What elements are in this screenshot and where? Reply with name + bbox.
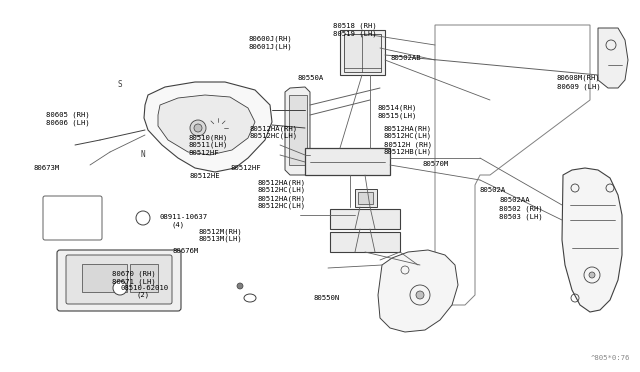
Polygon shape <box>158 95 255 155</box>
Text: 80673M: 80673M <box>33 165 60 171</box>
Text: 80518 (RH): 80518 (RH) <box>333 22 376 29</box>
Text: 80512HF: 80512HF <box>230 165 261 171</box>
Text: 80513M(LH): 80513M(LH) <box>198 235 242 242</box>
Text: ^805*0:76: ^805*0:76 <box>591 355 630 361</box>
Polygon shape <box>378 250 458 332</box>
Text: 80512H (RH): 80512H (RH) <box>384 141 432 148</box>
Text: 80512HA(RH): 80512HA(RH) <box>258 179 306 186</box>
Text: S: S <box>118 80 122 89</box>
Text: 80512HA(RH): 80512HA(RH) <box>258 195 306 202</box>
Polygon shape <box>598 28 628 88</box>
Bar <box>344 34 381 72</box>
Text: 80502 (RH): 80502 (RH) <box>499 205 543 212</box>
Text: 80671 (LH): 80671 (LH) <box>112 278 156 285</box>
Text: 80550A: 80550A <box>298 75 324 81</box>
Polygon shape <box>285 87 310 175</box>
Text: 80605 (RH): 80605 (RH) <box>46 111 90 118</box>
Polygon shape <box>562 168 622 312</box>
Text: 80676M: 80676M <box>173 248 199 254</box>
Text: 80512HC(LH): 80512HC(LH) <box>258 186 306 193</box>
Bar <box>130 264 158 292</box>
Text: 80519 (LH): 80519 (LH) <box>333 30 376 37</box>
Text: 80512HE: 80512HE <box>189 173 220 179</box>
Circle shape <box>589 272 595 278</box>
Circle shape <box>190 120 206 136</box>
Text: 80512HF: 80512HF <box>189 150 220 155</box>
Text: 80512HC(LH): 80512HC(LH) <box>250 133 298 140</box>
Text: 80512HB(LH): 80512HB(LH) <box>384 148 432 155</box>
Bar <box>289 95 307 165</box>
Text: (4): (4) <box>172 221 185 228</box>
Text: 80502A: 80502A <box>480 187 506 193</box>
Circle shape <box>237 283 243 289</box>
Text: N: N <box>141 150 145 158</box>
Text: 80570M: 80570M <box>422 161 449 167</box>
FancyBboxPatch shape <box>57 250 181 311</box>
Bar <box>330 209 400 229</box>
Circle shape <box>136 211 150 225</box>
Bar <box>358 192 373 204</box>
Circle shape <box>113 281 127 295</box>
Text: 80601J(LH): 80601J(LH) <box>248 44 292 51</box>
Bar <box>305 148 390 175</box>
Bar <box>340 30 385 75</box>
Circle shape <box>416 291 424 299</box>
Polygon shape <box>144 82 272 172</box>
Text: (2): (2) <box>136 292 150 298</box>
Circle shape <box>194 124 202 132</box>
Bar <box>82 264 127 292</box>
Bar <box>355 189 377 207</box>
FancyBboxPatch shape <box>66 255 172 304</box>
Text: 08510-62010: 08510-62010 <box>120 285 168 291</box>
Bar <box>330 232 400 252</box>
Text: 80503 (LH): 80503 (LH) <box>499 213 543 220</box>
Text: 80515(LH): 80515(LH) <box>378 113 417 119</box>
Text: 80512HC(LH): 80512HC(LH) <box>258 202 306 209</box>
Text: 80502AA: 80502AA <box>499 197 530 203</box>
Text: 80512HA(RH): 80512HA(RH) <box>250 125 298 132</box>
Text: 80512HA(RH): 80512HA(RH) <box>384 125 432 132</box>
Text: 80502AB: 80502AB <box>390 55 421 61</box>
Text: 80511(LH): 80511(LH) <box>189 142 228 148</box>
Text: 80606 (LH): 80606 (LH) <box>46 119 90 126</box>
Text: 80670 (RH): 80670 (RH) <box>112 270 156 277</box>
Text: 80514(RH): 80514(RH) <box>378 105 417 111</box>
Text: 80510(RH): 80510(RH) <box>189 134 228 141</box>
Text: 80608M(RH): 80608M(RH) <box>557 75 600 81</box>
Text: 80600J(RH): 80600J(RH) <box>248 36 292 42</box>
Text: 80550N: 80550N <box>314 295 340 301</box>
Text: 80512M(RH): 80512M(RH) <box>198 228 242 235</box>
Text: 80609 (LH): 80609 (LH) <box>557 83 600 90</box>
Text: 08911-10637: 08911-10637 <box>160 214 208 220</box>
Text: 80512HC(LH): 80512HC(LH) <box>384 133 432 140</box>
